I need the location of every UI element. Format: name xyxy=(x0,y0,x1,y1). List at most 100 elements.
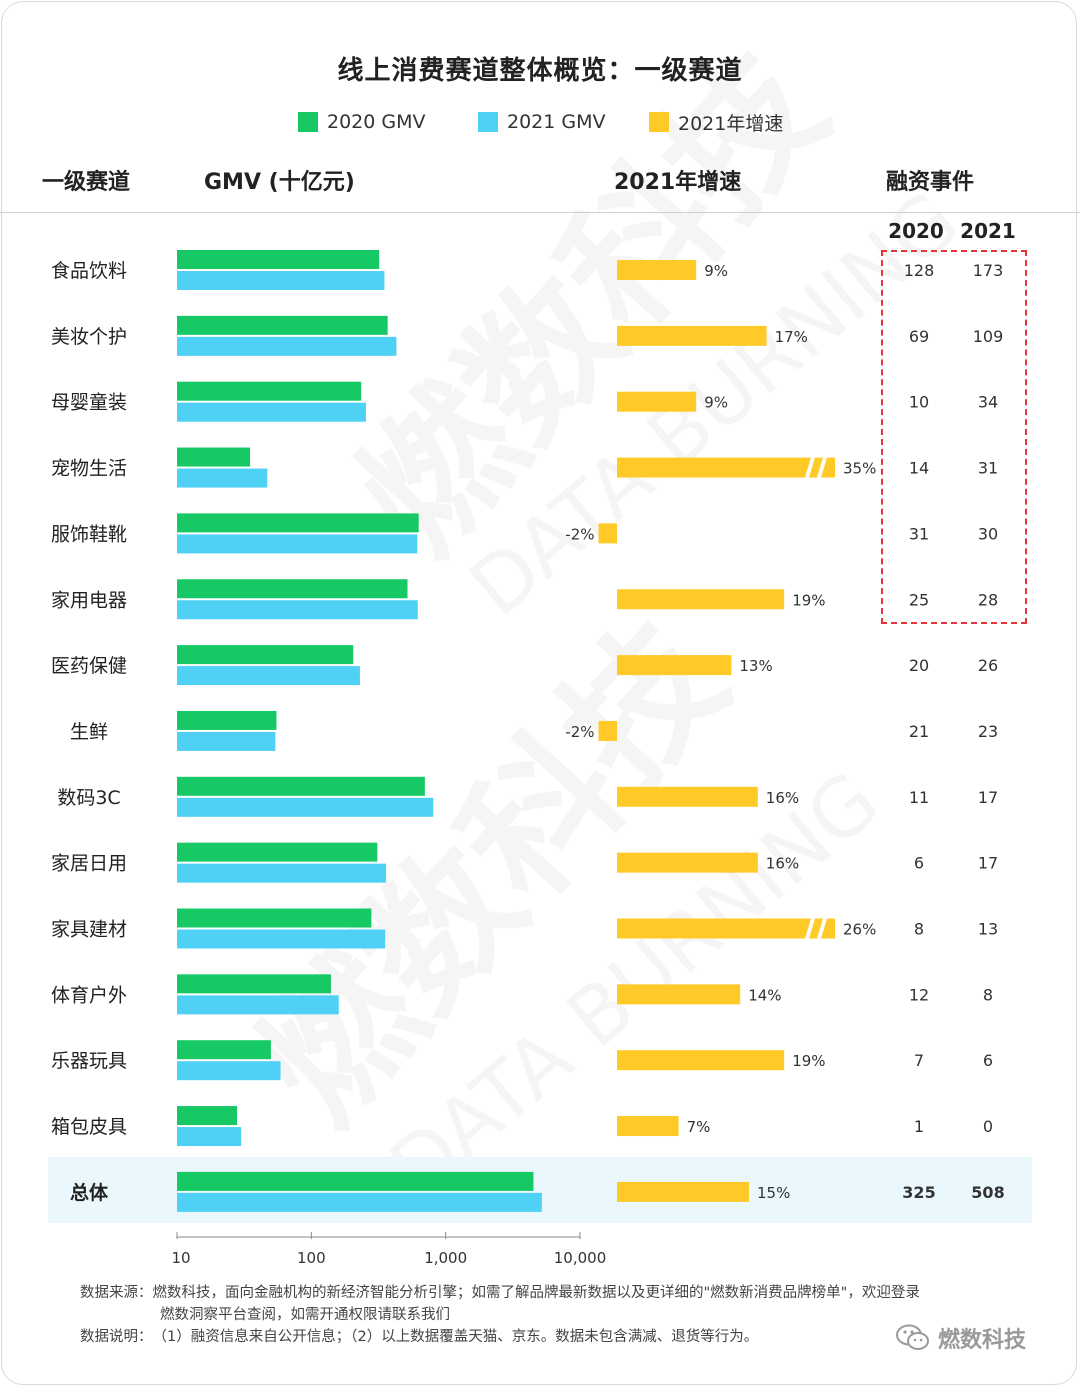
bar-gmv-2020 xyxy=(177,776,425,796)
category-label: 医药保健 xyxy=(51,655,127,677)
bar-gmv-2020 xyxy=(177,908,372,928)
bar-growth xyxy=(617,1116,679,1137)
header-gmv: GMV (十亿元) xyxy=(204,170,355,195)
bar-growth xyxy=(617,589,785,610)
growth-label: 14% xyxy=(748,986,781,1004)
funding-2020-value: 128 xyxy=(904,261,935,280)
category-label: 美妆个护 xyxy=(51,326,127,348)
growth-label: 15% xyxy=(757,1184,790,1202)
footer-source-text: 燃数科技，面向金融机构的新经济智能分析引擎；如需了解品牌最新数据以及更详细的"燃… xyxy=(152,1285,920,1301)
bar-growth xyxy=(617,1050,785,1071)
bar-gmv-2020 xyxy=(177,645,354,665)
funding-2020-value: 14 xyxy=(909,459,929,478)
bar-growth xyxy=(617,984,741,1005)
legend-label-growth: 2021年增速 xyxy=(678,112,784,135)
bar-growth xyxy=(617,457,835,478)
bar-growth xyxy=(598,720,617,741)
growth-label: -2% xyxy=(565,525,594,543)
chart-title: 线上消费赛道整体概览：一级赛道 xyxy=(337,56,743,86)
growth-label: 9% xyxy=(704,262,728,280)
bar-gmv-2020 xyxy=(177,1106,238,1126)
growth-label: 26% xyxy=(843,921,876,939)
legend-item-growth: 2021年增速 xyxy=(649,108,783,136)
legend-swatch-growth xyxy=(649,112,669,132)
funding-2021-value: 28 xyxy=(978,590,998,609)
bar-growth xyxy=(617,260,697,280)
wechat-brand-name: 燃数科技 xyxy=(938,1328,1027,1353)
funding-2021-value: 23 xyxy=(978,722,998,741)
funding-2020-value: 12 xyxy=(909,985,929,1004)
funding-2020-value: 69 xyxy=(909,327,929,346)
bar-growth-break xyxy=(817,457,827,478)
funding-highlight-box xyxy=(881,250,1027,624)
bar-gmv-2020 xyxy=(177,579,408,599)
growth-label: 16% xyxy=(766,855,799,873)
funding-2021-value: 17 xyxy=(978,854,998,873)
bar-gmv-2021 xyxy=(177,995,339,1015)
bar-gmv-2021 xyxy=(177,336,397,356)
funding-2020-value: 325 xyxy=(902,1183,935,1202)
bar-growth xyxy=(617,786,758,807)
bar-growth xyxy=(617,918,835,939)
growth-label: 17% xyxy=(775,328,808,346)
category-label: 生鲜 xyxy=(70,721,108,743)
wechat-icon xyxy=(896,1324,929,1350)
wechat-brand: 燃数科技 xyxy=(896,1322,1026,1354)
header-category: 一级赛道 xyxy=(42,170,131,195)
funding-2021-value: 26 xyxy=(978,656,998,675)
funding-2020-value: 11 xyxy=(909,788,929,807)
bar-gmv-2021 xyxy=(177,1127,242,1147)
bar-growth xyxy=(598,523,617,544)
bar-gmv-2020 xyxy=(177,710,277,730)
funding-2020-value: 7 xyxy=(914,1051,924,1070)
bar-gmv-2020 xyxy=(177,315,388,335)
bar-gmv-2021 xyxy=(177,666,360,686)
growth-label: -2% xyxy=(565,723,594,741)
bar-gmv-2020 xyxy=(177,1171,534,1191)
funding-2021-value: 17 xyxy=(978,788,998,807)
x-tick-label: 10,000 xyxy=(554,1249,607,1267)
bar-growth xyxy=(617,852,758,873)
bar-gmv-2021 xyxy=(177,271,385,290)
bar-gmv-2020 xyxy=(177,1040,271,1060)
header-funding: 融资事件 xyxy=(886,170,975,195)
x-tick-label: 1,000 xyxy=(424,1249,467,1267)
footer-source-label: 数据来源： xyxy=(80,1285,153,1301)
funding-2020-value: 25 xyxy=(909,590,929,609)
funding-2021-value: 508 xyxy=(971,1183,1004,1202)
category-label: 总体 xyxy=(70,1181,109,1204)
legend-item-2020: 2020 GMV xyxy=(298,108,426,136)
category-label: 箱包皮具 xyxy=(51,1116,127,1138)
category-label: 家具建材 xyxy=(51,919,127,941)
funding-2020-value: 1 xyxy=(914,1117,924,1136)
bar-gmv-2020 xyxy=(177,447,251,467)
bar-gmv-2021 xyxy=(177,1192,542,1212)
category-label: 家居日用 xyxy=(51,853,127,875)
category-label: 乐器玩具 xyxy=(51,1050,127,1072)
bar-growth-break xyxy=(817,918,827,939)
bar-growth xyxy=(617,655,732,676)
legend-swatch-2021 xyxy=(478,112,498,132)
footer-source-text-2: 燃数洞察平台查阅，如需开通权限请联系我们 xyxy=(160,1307,450,1323)
bar-growth xyxy=(617,391,697,412)
legend-item-2021: 2021 GMV xyxy=(478,108,606,136)
bar-gmv-2021 xyxy=(177,929,386,949)
funding-2021-value: 13 xyxy=(978,920,998,939)
category-label: 体育户外 xyxy=(51,984,127,1006)
funding-2021-value: 30 xyxy=(978,524,998,543)
legend-label-2020: 2020 GMV xyxy=(327,111,426,133)
funding-2021-value: 6 xyxy=(983,1051,993,1070)
bar-growth-break xyxy=(805,457,815,478)
x-tick-label: 10 xyxy=(171,1249,190,1267)
growth-label: 7% xyxy=(687,1118,711,1136)
bar-gmv-2020 xyxy=(177,974,331,994)
funding-2021-value: 109 xyxy=(973,327,1004,346)
growth-label: 16% xyxy=(766,789,799,807)
bar-growth-break xyxy=(805,918,815,939)
funding-2020-value: 10 xyxy=(909,393,929,412)
bar-gmv-2020 xyxy=(177,513,419,533)
x-tick-label: 100 xyxy=(297,1249,326,1267)
category-label: 数码3C xyxy=(57,787,120,809)
